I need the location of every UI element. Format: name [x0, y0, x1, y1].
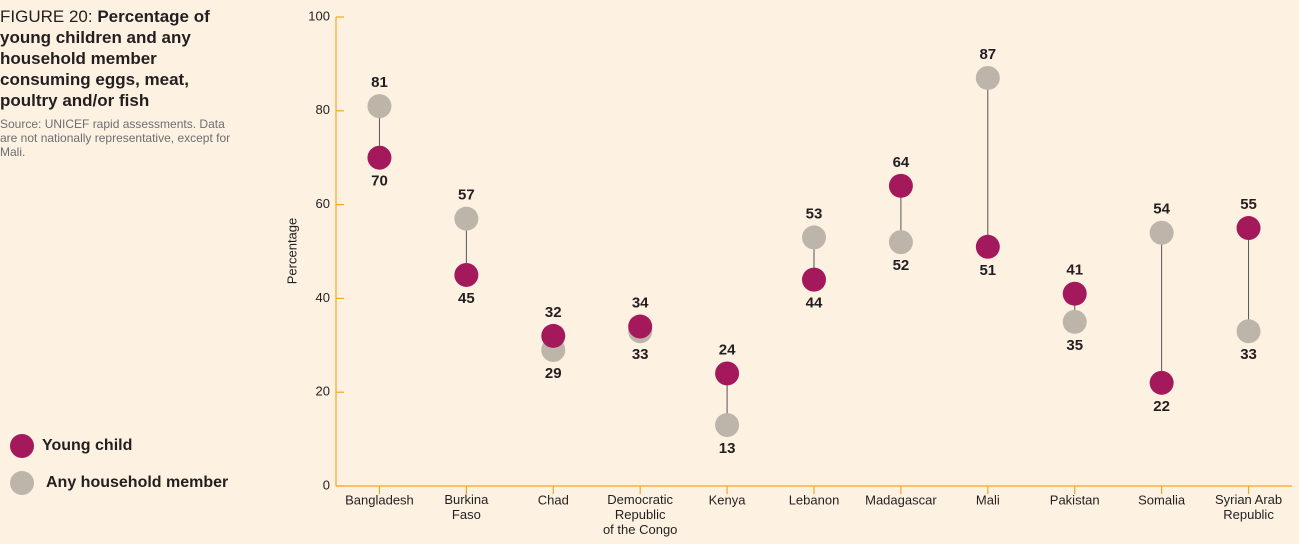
value-label: 57 — [458, 187, 475, 204]
dot — [541, 323, 566, 348]
x-tick-label: Kenya — [709, 492, 747, 507]
legend-swatch — [10, 434, 34, 458]
y-tick-label: 40 — [316, 290, 330, 305]
x-tick-label: Chad — [538, 492, 569, 507]
y-axis-label: Percentage — [284, 218, 299, 285]
y-tick-label: 80 — [316, 102, 330, 117]
x-tick-label: Burkina Faso — [444, 492, 489, 522]
dot — [1236, 319, 1261, 344]
source-note: Source: UNICEF rapid assessments. Data a… — [0, 117, 231, 159]
dot — [1236, 216, 1261, 241]
dot — [1062, 281, 1087, 306]
value-label: 87 — [979, 46, 996, 63]
value-label: 54 — [1153, 201, 1170, 218]
dot — [888, 230, 913, 255]
x-tick-label: Democratic Republic of the Congo — [603, 492, 677, 537]
value-label: 81 — [371, 74, 388, 91]
value-label: 24 — [719, 341, 736, 358]
value-label: 64 — [893, 154, 910, 171]
dot — [1149, 220, 1174, 245]
x-tick-label: Lebanon — [789, 492, 840, 507]
x-tick-label: Syrian Arab Republic — [1215, 492, 1282, 522]
value-label: 13 — [719, 440, 736, 457]
value-label: 51 — [979, 262, 996, 279]
dot — [715, 413, 740, 438]
y-tick-label: 60 — [316, 196, 330, 211]
dot — [802, 225, 826, 250]
value-label: 70 — [371, 173, 388, 190]
dot — [888, 173, 913, 198]
dot — [1062, 309, 1087, 334]
dot — [628, 314, 653, 339]
dot — [1149, 370, 1174, 395]
value-label: 45 — [458, 290, 475, 307]
figure-label: FIGURE 20: — [0, 7, 93, 26]
legend-label: Young child — [42, 437, 132, 454]
value-label: 41 — [1066, 262, 1083, 279]
y-tick-label: 0 — [323, 477, 330, 492]
dot — [454, 206, 479, 231]
value-label: 55 — [1240, 196, 1257, 213]
dot — [802, 267, 826, 292]
dot — [975, 65, 1000, 90]
value-label: 33 — [632, 346, 649, 363]
value-label: 52 — [893, 257, 910, 274]
value-label: 29 — [545, 365, 562, 382]
heading: FIGURE 20: Percentage of young children … — [0, 6, 232, 159]
value-label: 22 — [1153, 398, 1170, 415]
value-label: 34 — [632, 295, 649, 312]
value-label: 53 — [806, 205, 823, 222]
x-tick-label: Bangladesh — [345, 492, 414, 507]
chart-title: Percentage of young children and any hou… — [0, 7, 210, 110]
legend-swatch — [10, 471, 34, 495]
x-tick-label: Madagascar — [865, 492, 937, 507]
x-tick-label: Mali — [976, 492, 1000, 507]
x-tick-label: Somalia — [1138, 492, 1186, 507]
value-label: 33 — [1240, 346, 1257, 363]
value-label: 35 — [1066, 337, 1083, 354]
x-tick-label: Pakistan — [1050, 492, 1100, 507]
dot — [975, 234, 1000, 259]
dot — [715, 361, 740, 386]
title-block: FIGURE 20: Percentage of young children … — [0, 6, 232, 111]
value-label: 32 — [545, 304, 562, 321]
dot — [367, 94, 392, 119]
y-tick-label: 100 — [308, 8, 330, 23]
y-tick-label: 20 — [316, 384, 330, 399]
dot — [367, 145, 392, 170]
legend-label: Any household member — [46, 474, 228, 491]
value-label: 44 — [806, 295, 823, 312]
dot — [454, 262, 479, 287]
